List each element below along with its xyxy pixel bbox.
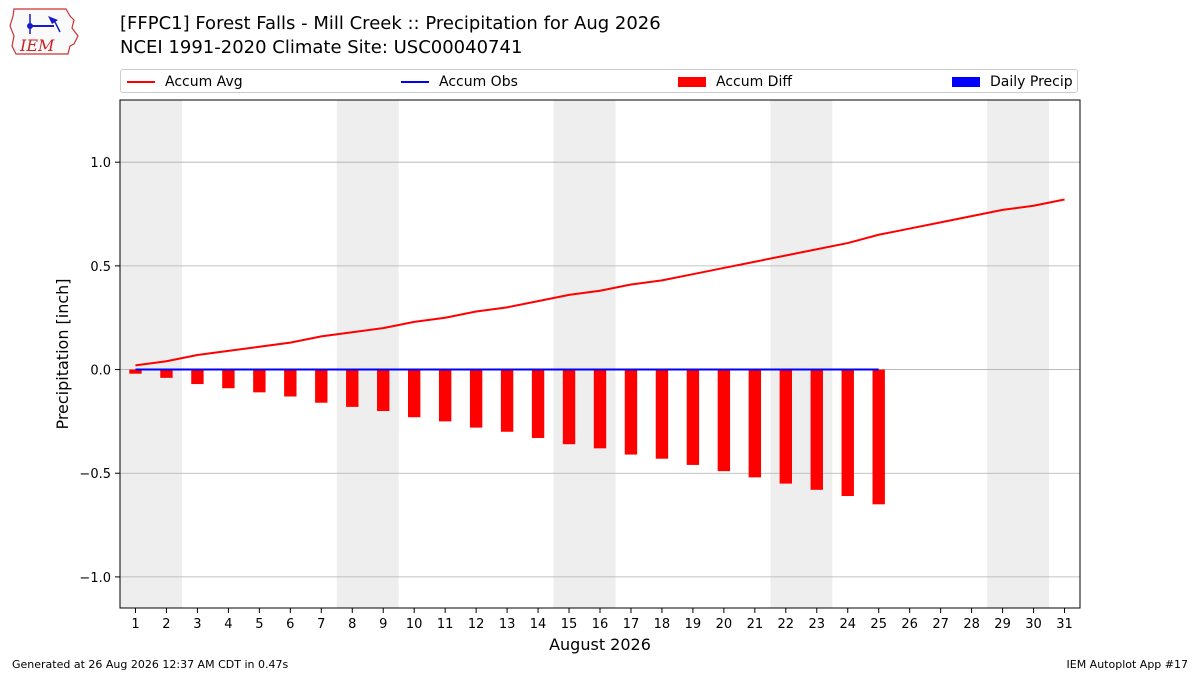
accum-diff-bar-9 — [377, 369, 390, 412]
accum-diff-bar-18 — [655, 369, 669, 459]
x-tick-label: 17 — [623, 617, 640, 632]
weekend-shade-4 — [770, 100, 833, 608]
x-tick-label: 13 — [499, 617, 516, 632]
x-tick-label: 14 — [530, 617, 547, 632]
iem-logo: IEM — [8, 6, 80, 58]
x-tick-label: 15 — [561, 617, 578, 632]
x-tick-label: 5 — [255, 617, 263, 632]
x-tick-label: 9 — [379, 617, 387, 632]
accum-diff-bar-20 — [717, 369, 731, 472]
generated-timestamp: Generated at 26 Aug 2026 12:37 AM CDT in… — [12, 658, 289, 671]
x-tick-label: 23 — [809, 617, 826, 632]
x-tick-label: 20 — [716, 617, 733, 632]
accum-diff-bar-8 — [346, 369, 359, 407]
x-tick-label: 26 — [901, 617, 918, 632]
chart-subtitle: NCEI 1991-2020 Climate Site: USC00040741 — [120, 37, 523, 58]
accum-diff-bar-10 — [408, 369, 421, 418]
accum-diff-bar-23 — [810, 369, 823, 490]
accum-diff-bar-15 — [562, 369, 576, 445]
x-tick-label: 7 — [317, 617, 325, 632]
x-tick-label: 21 — [747, 617, 764, 632]
weekend-shade-2 — [336, 100, 399, 608]
iem-logo-text: IEM — [19, 36, 55, 55]
legend-label-daily-precip: Daily Precip — [990, 74, 1073, 90]
accum-diff-bar-11 — [438, 369, 452, 422]
x-tick-label: 27 — [932, 617, 949, 632]
x-tick-label: 30 — [1025, 617, 1042, 632]
x-tick-label: 19 — [685, 617, 702, 632]
weekend-shade-5 — [987, 100, 1050, 608]
accum-diff-bar-17 — [624, 369, 638, 455]
accum-diff-bar-4 — [222, 369, 235, 389]
accum-diff-bar-21 — [748, 369, 762, 478]
x-tick-label: 2 — [162, 617, 170, 632]
x-tick-label: 12 — [468, 617, 485, 632]
legend-swatch-accum-avg — [127, 81, 155, 83]
x-tick-label: 24 — [839, 617, 856, 632]
weekend-shade-3 — [553, 100, 616, 608]
x-tick-label: 31 — [1056, 617, 1073, 632]
y-axis-label: Precipitation [inch] — [53, 278, 72, 429]
legend-label-accum-diff: Accum Diff — [716, 74, 793, 90]
x-tick-label: 8 — [348, 617, 356, 632]
chart-legend: Accum Avg Accum Obs Accum Diff Daily Pre… — [120, 69, 1078, 93]
y-tick-label: 0.0 — [90, 364, 111, 379]
x-axis-label: August 2026 — [549, 635, 651, 654]
x-tick-label: 11 — [437, 617, 454, 632]
accum-diff-bar-3 — [191, 369, 204, 385]
accum-diff-bar-5 — [253, 369, 266, 393]
accum-diff-bar-6 — [284, 369, 297, 397]
x-tick-label: 16 — [592, 617, 609, 632]
x-tick-label: 3 — [193, 617, 201, 632]
x-tick-label: 29 — [994, 617, 1011, 632]
accum-diff-bar-14 — [531, 369, 545, 438]
chart-title: [FFPC1] Forest Falls - Mill Creek :: Pre… — [120, 13, 661, 34]
legend-item-daily-precip: Daily Precip — [952, 73, 1073, 91]
accum-diff-bar-25 — [872, 369, 885, 505]
accum-diff-bar-12 — [469, 369, 483, 428]
accum-diff-bar-16 — [593, 369, 607, 449]
app-credit: IEM Autoplot App #17 — [1066, 658, 1189, 671]
accum-diff-bar-19 — [686, 369, 700, 465]
legend-item-accum-diff: Accum Diff — [678, 73, 792, 91]
x-tick-label: 4 — [224, 617, 232, 632]
accum-diff-bar-1 — [129, 369, 142, 374]
legend-swatch-accum-diff — [678, 77, 706, 87]
x-tick-label: 28 — [963, 617, 980, 632]
legend-label-accum-obs: Accum Obs — [439, 74, 518, 90]
accum-diff-bar-22 — [779, 369, 792, 484]
accum-diff-bar-7 — [315, 369, 328, 403]
accum-diff-bar-13 — [500, 369, 514, 432]
y-tick-label: −0.5 — [79, 467, 111, 482]
y-tick-label: 0.5 — [90, 260, 111, 275]
x-tick-label: 1 — [131, 617, 139, 632]
y-tick-label: 1.0 — [90, 156, 111, 171]
x-tick-label: 6 — [286, 617, 294, 632]
accum-diff-bar-24 — [841, 369, 854, 497]
legend-item-accum-obs: Accum Obs — [401, 73, 518, 91]
legend-swatch-daily-precip — [952, 77, 980, 87]
legend-label-accum-avg: Accum Avg — [165, 74, 243, 90]
legend-item-accum-avg: Accum Avg — [127, 73, 243, 91]
weekend-shade-1 — [120, 100, 182, 608]
x-tick-label: 22 — [778, 617, 795, 632]
accum-diff-bar-2 — [160, 369, 173, 378]
x-tick-label: 18 — [654, 617, 671, 632]
y-tick-label: −1.0 — [79, 571, 111, 586]
legend-swatch-accum-obs — [401, 81, 429, 83]
x-tick-label: 25 — [870, 617, 887, 632]
x-tick-label: 10 — [406, 617, 423, 632]
